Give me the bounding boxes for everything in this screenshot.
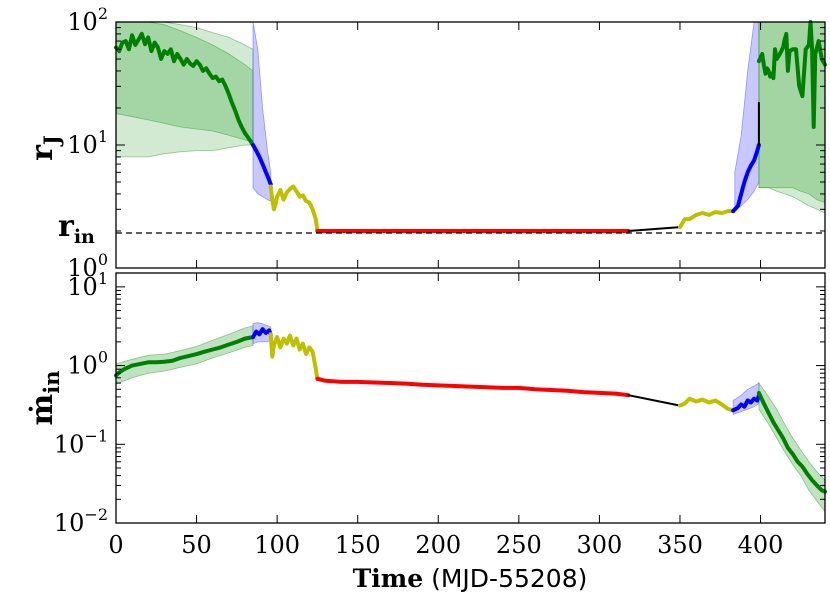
top-ytick-label-1: 101 [67, 127, 108, 159]
top-band-blue-3 [734, 21, 760, 210]
top-lines [114, 20, 827, 233]
r-in-label-main: r [58, 209, 75, 244]
xtick-label-350: 350 [657, 531, 703, 559]
bottom-y-axis-label: ṁin [25, 371, 64, 426]
top-ytick-label-exponent: 0 [98, 250, 108, 269]
top-y-label-sub: J [39, 135, 64, 147]
bottom-series-blue-1 [251, 327, 273, 340]
bottom-y-label-sub: in [39, 371, 64, 394]
xtick-label-0: 0 [108, 531, 123, 559]
bottom-series-yellow-5 [678, 396, 736, 413]
bottom-x-ticks: 0 50 100 150 200 250 300 350 400 [108, 273, 783, 559]
bottom-ytick-label-exponent: −1 [84, 426, 108, 445]
bottom-ytick-label-base: 10 [54, 430, 85, 458]
top-series-green-8 [756, 20, 827, 129]
bottom-series-green-0 [114, 335, 255, 378]
bottom-series-yellow-2 [268, 332, 320, 381]
xtick-label-50: 50 [181, 531, 212, 559]
top-ytick-label-exponent: 1 [98, 127, 108, 146]
top-series-black-4 [627, 226, 681, 232]
bottom-ytick-label-base: 10 [67, 352, 98, 380]
x-axis-label-unit: (MJD-55208) [431, 564, 587, 593]
top-series-yellow-5 [678, 209, 736, 230]
bottom-ytick-label-base: 10 [54, 509, 85, 537]
top-y-label-main: r [25, 144, 60, 161]
r-in-label: rin [58, 209, 95, 248]
top-ytick-label-base: 10 [67, 8, 98, 36]
xtick-label-200: 200 [415, 531, 461, 559]
x-axis-label: Time (MJD-55208) [353, 564, 588, 593]
bottom-ytick-label-exponent: 0 [98, 348, 108, 367]
top-series-yellow-2 [268, 184, 320, 233]
top-series-blue-6 [731, 143, 761, 214]
top-y-axis-label: rJ [25, 135, 64, 161]
bottom-series-green-7 [756, 390, 827, 494]
bottom-ytick-label-0: 10−2 [54, 505, 108, 537]
bottom-ytick-label-3: 101 [67, 269, 108, 301]
r-in-label-sub: in [74, 226, 95, 248]
x-axis-label-main: Time [353, 564, 423, 593]
bottom-ytick-label-exponent: 1 [98, 269, 108, 288]
bottom-plot-frame [115, 272, 826, 524]
bottom-series-blue-6 [731, 393, 761, 413]
top-ytick-label-2: 102 [67, 4, 108, 36]
top-ytick-label-base: 10 [67, 254, 98, 282]
bottom-ytick-label-2: 100 [67, 348, 108, 380]
bottom-bands [115, 322, 826, 513]
bottom-ytick-label-exponent: −2 [84, 505, 108, 524]
bottom-ytick-label-base: 10 [67, 273, 98, 301]
xtick-label-300: 300 [577, 531, 623, 559]
bottom-y-label-main: ṁ [25, 394, 60, 426]
xtick-label-400: 400 [738, 531, 784, 559]
bottom-lines [114, 327, 827, 494]
xtick-label-100: 100 [254, 531, 300, 559]
bottom-series-black-4 [627, 394, 681, 407]
top-ytick-label-exponent: 2 [98, 4, 108, 23]
top-series-blue-1 [251, 143, 273, 187]
bottom-band-green-3 [758, 381, 826, 513]
xtick-label-250: 250 [496, 531, 542, 559]
top-bands [115, 21, 826, 214]
top-ytick-label-base: 10 [67, 131, 98, 159]
xtick-label-150: 150 [335, 531, 381, 559]
bottom-series-red-3 [315, 376, 631, 398]
top-series-green-0 [114, 31, 255, 147]
bottom-ytick-label-1: 10−1 [54, 426, 108, 458]
top-ytick-label-0: 100 [67, 250, 108, 282]
